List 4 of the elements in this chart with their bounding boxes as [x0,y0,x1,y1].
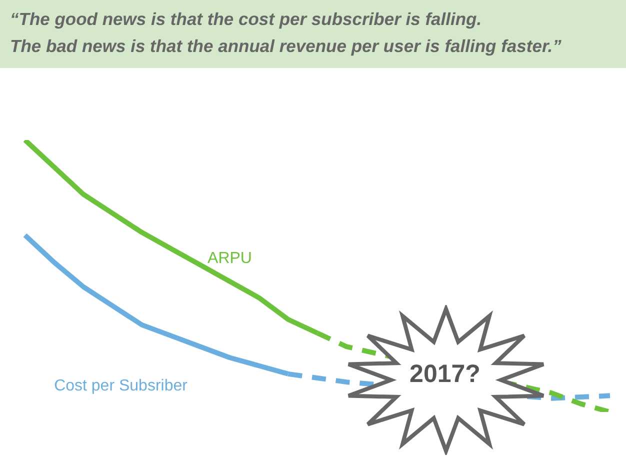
text: Cost per Subsriber [54,377,188,394]
annotation: 2017? [408,360,482,389]
series-label: ARPU [208,250,252,267]
chart-title: “The good news is that the cost per subscriber is falling. The bad news is that the annual revenue per user is falling faster.” [0,0,626,68]
